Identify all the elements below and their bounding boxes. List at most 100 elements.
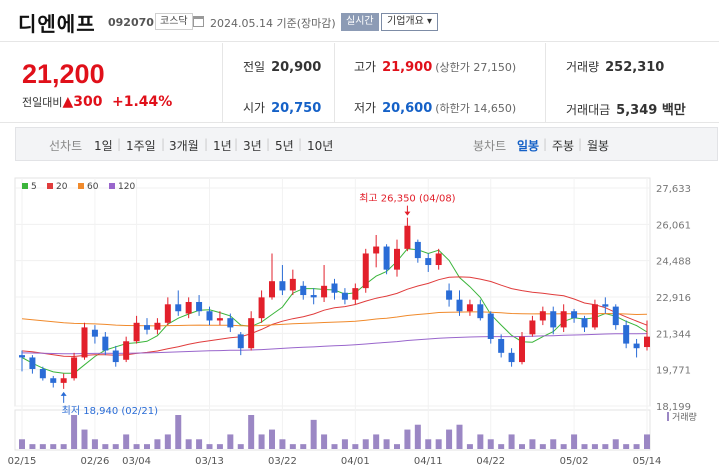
volume-bar [29, 444, 36, 449]
stat-volume: 거래량 252,310 [566, 58, 664, 75]
candle-body [310, 295, 317, 298]
stat-high: 고가 21,900 (상한가 27,150) [354, 58, 516, 75]
tab-1y[interactable]: 1년 [213, 139, 232, 153]
candle-body [19, 355, 25, 358]
tab-separator: | [298, 137, 303, 151]
volume-bar [414, 424, 421, 449]
tab-weekly-candle[interactable]: 주봉 [552, 139, 575, 153]
tab-10y[interactable]: 10년 [307, 139, 334, 153]
volume-bar [248, 415, 255, 449]
volume-bar [237, 444, 244, 449]
up-arrow-icon: ▲ [62, 94, 74, 110]
divider [545, 43, 546, 123]
company-overview-button[interactable]: 기업개요 ▾ [381, 13, 438, 31]
candle-body [529, 320, 536, 335]
candle-body [216, 318, 223, 321]
x-tick-label: 05/14 [633, 456, 662, 467]
stat-low: 저가 20,600 (하한가 14,650) [354, 99, 516, 116]
volume-bar [91, 439, 98, 449]
stock-name: 디엔에프 [18, 12, 96, 36]
volume-bar [39, 444, 46, 449]
tab-3m[interactable]: 3개월 [169, 139, 199, 153]
volume-bar [60, 444, 67, 449]
candle-body [289, 278, 296, 291]
base-date: 2024.05.14 기준(장마감) [210, 17, 336, 30]
legend-label: 60 [87, 182, 99, 192]
volume-bar [196, 439, 203, 449]
x-tick-label: 04/11 [414, 456, 443, 467]
stat-label: 전일 [243, 60, 266, 74]
candle-body [112, 350, 119, 363]
candle-body [362, 253, 369, 289]
volume-bar [644, 434, 650, 449]
volume-bar [508, 434, 515, 449]
candle-body [227, 318, 234, 328]
volume-bar [206, 444, 213, 449]
volume-legend-swatch [667, 412, 669, 421]
stat-label: 시가 [243, 101, 266, 115]
price-summary: 21,200 전일대비▲300 +1.44% [0, 43, 719, 123]
candle-body [550, 311, 557, 328]
tab-1d[interactable]: 1일 [94, 139, 113, 153]
legend-label: 20 [56, 182, 68, 192]
volume-bar [102, 444, 109, 449]
candle-body [341, 292, 348, 300]
tab-1w[interactable]: 1주일 [126, 139, 156, 153]
candle-body [196, 301, 203, 312]
stat-label: 거래량 [566, 60, 600, 74]
candle-body [164, 304, 171, 323]
candle-body [60, 378, 67, 383]
x-tick-label: 05/02 [560, 456, 589, 467]
volume-bar [341, 439, 348, 449]
tab-5y[interactable]: 5년 [275, 139, 294, 153]
volume-bar [602, 444, 609, 449]
volume-bar [185, 439, 192, 449]
tab-daily-candle[interactable]: 일봉 [517, 139, 540, 153]
stat-value: 20,900 [271, 60, 322, 75]
y-tick-label: 27,633 [656, 184, 691, 195]
x-tick-label: 04/01 [341, 456, 370, 467]
volume-bar [633, 444, 640, 449]
volume-bar [123, 434, 130, 449]
candle-body [477, 304, 484, 319]
candle-body [591, 304, 598, 328]
candle-body [414, 241, 421, 259]
y-tick-label: 26,061 [656, 220, 691, 231]
high-annotation: 최고 26,350 (04/08) [359, 193, 455, 205]
candle-body [373, 246, 380, 254]
candle-body [404, 225, 411, 249]
candle-body [519, 336, 525, 363]
stat-value: 5,349 백만 [616, 103, 686, 118]
stat-value: 252,310 [605, 60, 665, 75]
candle-body [133, 322, 140, 342]
tab-monthly-candle[interactable]: 월봉 [587, 139, 610, 153]
candle-body [446, 290, 453, 300]
y-tick-label: 18,199 [656, 402, 691, 413]
candle-body [539, 311, 546, 321]
candle-body [331, 283, 338, 293]
candle-body [644, 336, 650, 348]
volume-bar [519, 444, 525, 449]
volume-bar [539, 444, 546, 449]
candlestick-chart[interactable]: 27,633 26,061 24,488 22,916 21,344 19,771 18,1… [0, 170, 719, 470]
stat-label: 거래대금 [566, 103, 611, 117]
candle-body [123, 341, 130, 360]
candle-body [102, 336, 109, 351]
legend-label: 120 [118, 182, 135, 192]
candle-body [279, 281, 286, 291]
candle-body [508, 352, 515, 363]
divider [334, 43, 335, 123]
change-label: 전일대비 [22, 96, 63, 109]
candle-body [581, 318, 588, 328]
realtime-button[interactable]: 실시간 [341, 13, 379, 31]
volume-bar [175, 415, 182, 449]
candle-body [383, 246, 390, 270]
stat-value: 20,600 [382, 101, 433, 116]
x-tick-label: 03/22 [268, 456, 297, 467]
volume-bar [258, 434, 265, 449]
candle-body [81, 327, 88, 358]
volume-bar [394, 444, 400, 449]
candle-body [623, 325, 630, 344]
low-arrow-head [60, 391, 67, 396]
tab-3y[interactable]: 3년 [243, 139, 262, 153]
